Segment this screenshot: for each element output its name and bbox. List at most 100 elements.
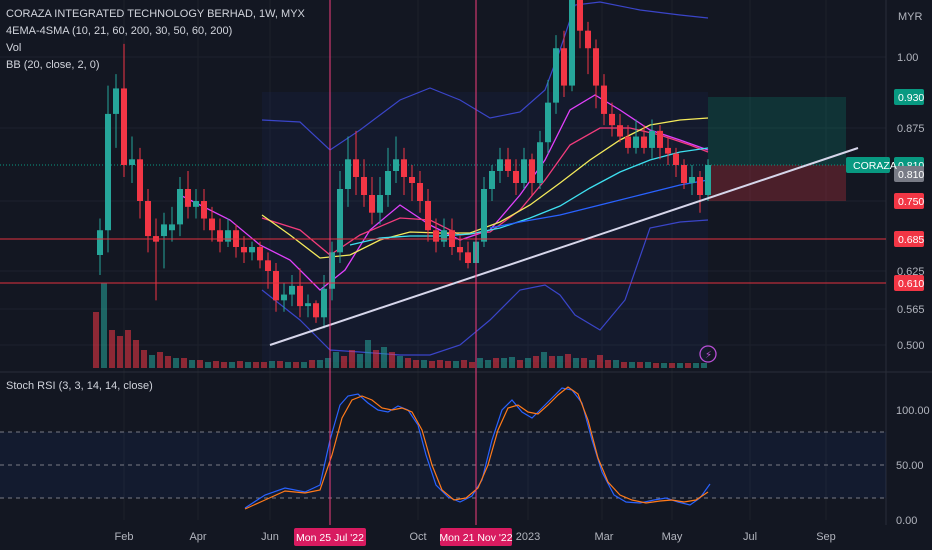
volume-bar: [149, 355, 155, 368]
candle-body: [377, 195, 383, 213]
volume-bar: [397, 356, 403, 368]
candle-body: [409, 177, 415, 183]
volume-bar: [685, 363, 691, 368]
volume-bar: [293, 362, 299, 368]
candle-body: [385, 171, 391, 195]
candle-body: [265, 260, 271, 271]
alert-flash-icon: [699, 345, 717, 363]
volume-bar: [381, 347, 387, 368]
volume-bar: [493, 358, 499, 368]
date-badge-label: Mon 21 Nov '22: [439, 532, 512, 544]
volume-bar: [557, 356, 563, 368]
price-badge-label: 0.685: [898, 234, 924, 246]
vol-legend[interactable]: Vol: [6, 42, 22, 54]
chart-title: CORAZA INTEGRATED TECHNOLOGY BERHAD, 1W,…: [6, 8, 305, 20]
time-tick-label: Oct: [409, 531, 426, 543]
volume-bar: [525, 358, 531, 368]
volume-bar: [117, 336, 123, 368]
time-tick-label: Jul: [743, 531, 757, 543]
alert-flash-glyph: ⚡: [705, 350, 712, 361]
time-tick-label: May: [662, 531, 683, 543]
candle-body: [545, 102, 551, 143]
volume-bar: [181, 358, 187, 368]
volume-bar: [653, 363, 659, 368]
stoch-legend[interactable]: Stoch RSI (3, 3, 14, 14, close): [6, 380, 153, 392]
volume-bar: [661, 363, 667, 368]
volume-bar: [389, 352, 395, 368]
candle-body: [609, 113, 615, 126]
candle-body: [481, 189, 487, 242]
volume-bar: [669, 363, 675, 368]
candle-body: [97, 230, 103, 255]
volume-bar: [93, 312, 99, 368]
candle-body: [649, 130, 655, 148]
loss-zone: [708, 165, 846, 201]
candle-body: [697, 177, 703, 195]
trendline[interactable]: [269, 147, 859, 346]
volume-bar: [133, 340, 139, 368]
price-badge: [894, 231, 924, 247]
volume-bar: [269, 361, 275, 368]
price-badge-label: 0.810: [898, 169, 924, 181]
volume-bar: [645, 362, 651, 368]
volume-bar: [349, 350, 355, 368]
profit-zone: [708, 97, 846, 165]
bb-upper: [261, 1, 709, 151]
volume-bar: [109, 330, 115, 368]
time-tick-label: Jun: [261, 531, 279, 543]
time-tick-label: Sep: [816, 531, 836, 543]
position-box[interactable]: [0, 97, 886, 201]
volume-bar: [597, 355, 603, 368]
volume-bar: [301, 362, 307, 368]
candle-body: [241, 247, 247, 253]
volume-bar: [581, 358, 587, 368]
axes: 1.000.8750.7500.6850.6250.5650.500MYR0.9…: [115, 11, 930, 546]
ema-21: [261, 127, 709, 256]
candle-body: [433, 230, 439, 242]
volume-bar: [445, 361, 451, 368]
volume-bar: [365, 340, 371, 368]
price-badge-label: 0.750: [898, 196, 924, 208]
ema-legend[interactable]: 4EMA-4SMA (10, 21, 60, 200, 30, 50, 60, …: [6, 25, 233, 37]
price-tick-label: 0.875: [897, 123, 925, 135]
bb-legend[interactable]: BB (20, close, 2, 0): [6, 59, 100, 71]
volume-bar: [229, 362, 235, 368]
volume-bar: [485, 360, 491, 368]
volume-bar: [605, 360, 611, 368]
currency-label: MYR: [898, 11, 923, 23]
candle-body: [209, 218, 215, 231]
candle-body: [201, 201, 207, 219]
volume-bar: [141, 350, 147, 368]
volume-bar: [245, 362, 251, 368]
candle-body: [177, 189, 183, 225]
candle-body: [601, 85, 607, 114]
symbol-tag-label: CORAZA: [853, 160, 897, 172]
volume-bar: [501, 358, 507, 368]
horizontal-levels[interactable]: [0, 238, 886, 284]
candle-body: [337, 189, 343, 253]
date-badge-label: Mon 25 Jul '22: [296, 532, 364, 544]
candle-body: [665, 147, 671, 154]
volume-bar: [589, 360, 595, 368]
candle-body: [417, 183, 423, 201]
volume-bar: [197, 360, 203, 368]
volume-bar: [437, 360, 443, 368]
volume-bar: [373, 350, 379, 368]
volume-bar: [277, 361, 283, 368]
volume-bar: [573, 358, 579, 368]
volume-bar: [165, 356, 171, 368]
volume-bar: [461, 360, 467, 368]
candle-body: [657, 130, 663, 148]
candle-body: [593, 48, 599, 86]
candle-body: [681, 165, 687, 183]
candle-body: [121, 88, 127, 165]
volume-bar: [541, 352, 547, 368]
ema-60: [489, 179, 709, 229]
candle-body: [617, 125, 623, 137]
candle-body: [225, 230, 231, 242]
sma-50: [349, 147, 709, 246]
candle-body: [169, 224, 175, 231]
stoch-d-line: [244, 386, 709, 510]
